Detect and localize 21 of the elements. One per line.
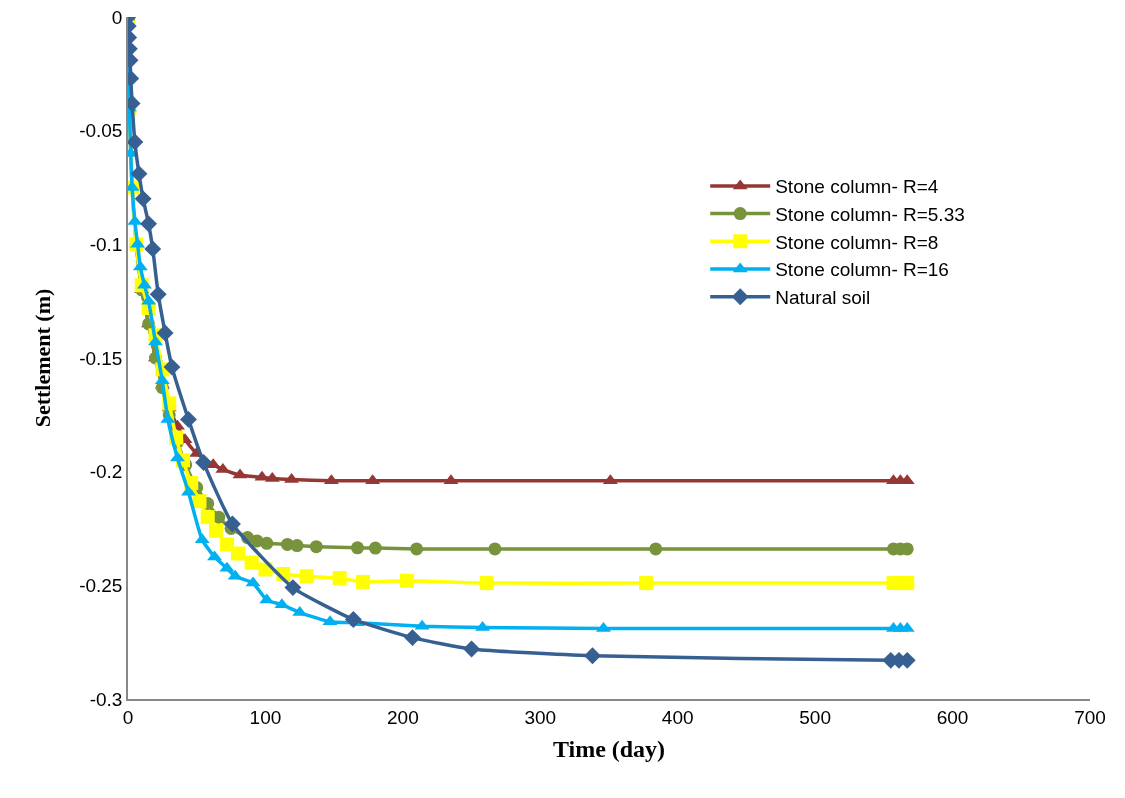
legend-label: Natural soil <box>775 287 871 309</box>
x-tick-label: 500 <box>799 706 831 728</box>
y-tick-label: -0.15 <box>79 347 123 369</box>
x-tick-label: 200 <box>387 706 419 728</box>
x-tick-label: 300 <box>524 706 557 728</box>
x-axis-title: Time (day) <box>552 736 666 763</box>
legend-label: Stone column- R=16 <box>775 259 949 281</box>
legend-label: Stone column- R=8 <box>775 231 939 253</box>
y-tick-label: -0.2 <box>89 461 123 483</box>
x-tick-label: 100 <box>249 706 282 728</box>
x-tick-label: 400 <box>661 706 694 728</box>
y-tick-label: -0.25 <box>79 574 123 596</box>
y-tick-label: 0 <box>111 6 123 28</box>
y-tick-label: -0.05 <box>79 120 123 142</box>
legend-label: Stone column- R=4 <box>775 176 939 198</box>
legend-label: Stone column- R=5.33 <box>775 204 965 225</box>
x-tick-label: 600 <box>936 706 969 728</box>
x-tick-label: 700 <box>1074 706 1106 728</box>
y-tick-label: -0.1 <box>89 233 123 255</box>
y-axis-title: Settlement (m) <box>30 288 56 428</box>
y-tick-label: -0.3 <box>89 688 123 710</box>
